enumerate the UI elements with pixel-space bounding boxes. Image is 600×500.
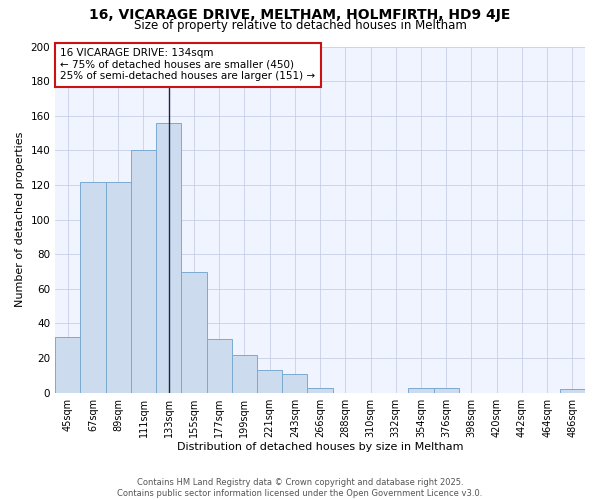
Bar [560, 389, 585, 392]
Bar [80, 182, 106, 392]
X-axis label: Distribution of detached houses by size in Meltham: Distribution of detached houses by size … [177, 442, 463, 452]
Text: Size of property relative to detached houses in Meltham: Size of property relative to detached ho… [134, 19, 466, 32]
Text: Contains HM Land Registry data © Crown copyright and database right 2025.
Contai: Contains HM Land Registry data © Crown c… [118, 478, 482, 498]
Bar [106, 182, 131, 392]
Bar [206, 339, 232, 392]
Text: 16 VICARAGE DRIVE: 134sqm
← 75% of detached houses are smaller (450)
25% of semi: 16 VICARAGE DRIVE: 134sqm ← 75% of detac… [61, 48, 316, 82]
Bar [131, 150, 156, 392]
Bar [282, 374, 307, 392]
Bar [181, 272, 206, 392]
Bar [55, 338, 80, 392]
Bar [409, 388, 434, 392]
Bar [257, 370, 282, 392]
Text: 16, VICARAGE DRIVE, MELTHAM, HOLMFIRTH, HD9 4JE: 16, VICARAGE DRIVE, MELTHAM, HOLMFIRTH, … [89, 8, 511, 22]
Bar [156, 122, 181, 392]
Bar [434, 388, 459, 392]
Bar [307, 388, 332, 392]
Bar [232, 354, 257, 393]
Y-axis label: Number of detached properties: Number of detached properties [15, 132, 25, 308]
